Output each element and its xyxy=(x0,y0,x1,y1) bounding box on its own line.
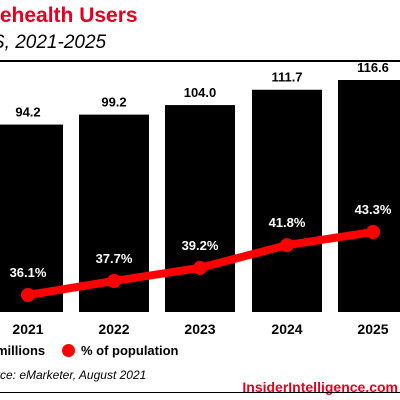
bar-value-label-2021: 94.2 xyxy=(15,105,40,120)
brand-link[interactable]: InsiderIntelligence.com xyxy=(242,379,398,395)
x-tick-label-2021: 2021 xyxy=(12,321,43,337)
line-value-bg-2024 xyxy=(266,214,308,232)
legend-item-millions: millions xyxy=(0,343,45,358)
line-point-2025 xyxy=(366,225,380,239)
legend-label-millions: millions xyxy=(0,343,46,358)
line-point-2023 xyxy=(193,260,207,275)
line-point-2021 xyxy=(21,288,35,302)
bar-value-label-2023: 104.0 xyxy=(184,85,217,100)
line-value-bg-2022 xyxy=(93,250,135,267)
line-point-2022 xyxy=(107,274,121,288)
line-value-label-2025: 43.3% xyxy=(355,202,392,217)
line-value-bg-2021 xyxy=(7,264,49,281)
legend-label-percent-population: % of population xyxy=(81,343,179,358)
bar-value-label-2022: 99.2 xyxy=(101,95,126,110)
line-value-label-2023: 39.2% xyxy=(182,238,219,253)
combo-chart: 94.2 2021 99.2 2022 104.0 2023 111.7 2024 116.6 2… xyxy=(0,62,400,337)
line-value-bg-2025 xyxy=(352,201,394,218)
bar-2025 xyxy=(338,80,400,312)
x-tick-label-2022: 2022 xyxy=(98,321,129,337)
x-tick-label-2024: 2024 xyxy=(271,321,302,337)
bottom-divider xyxy=(0,392,400,393)
bar-2024 xyxy=(252,89,322,312)
bar-2023 xyxy=(165,105,235,312)
bar-value-label-2025: 116.6 xyxy=(357,62,389,75)
legend: millions % of population xyxy=(0,343,400,361)
chart-title: lehealth Users xyxy=(0,4,138,27)
legend-red-dot-icon xyxy=(62,344,75,357)
chart-subtitle: S, 2021-2025 xyxy=(0,32,107,53)
legend-item-percent-population: % of population xyxy=(62,343,178,358)
line-value-label-2021: 36.1% xyxy=(10,265,47,280)
line-value-bg-2023 xyxy=(179,236,221,254)
top-divider xyxy=(0,60,400,62)
bar-value-label-2024: 111.7 xyxy=(271,70,302,85)
source-note: rce: eMarketer, August 2021 xyxy=(0,368,147,382)
line-value-label-2022: 37.7% xyxy=(96,251,133,266)
x-tick-label-2025: 2025 xyxy=(357,321,388,337)
x-tick-label-2023: 2023 xyxy=(184,321,215,337)
line-value-label-2024: 41.8% xyxy=(269,215,306,230)
line-point-2024 xyxy=(280,238,294,253)
bar-2021 xyxy=(0,124,63,312)
